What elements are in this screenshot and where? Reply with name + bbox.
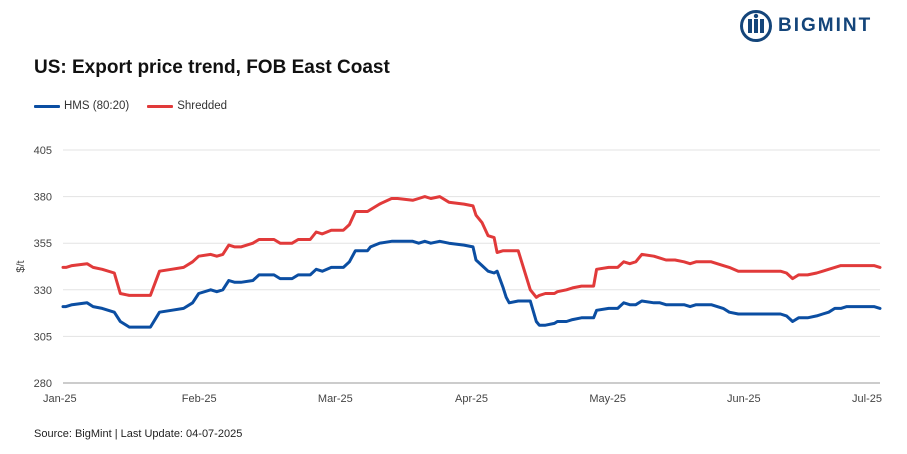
legend-item-shredded: Shredded — [147, 100, 227, 112]
x-tick-label: May-25 — [589, 393, 626, 405]
x-tick-label: Mar-25 — [318, 393, 353, 405]
legend-label-hms: HMS (80:20) — [64, 100, 130, 112]
y-tick-label: 305 — [34, 331, 52, 343]
legend-swatch-shredded — [147, 104, 174, 108]
series-line-hms — [61, 239, 882, 329]
chart-legend: HMS (80:20) Shredded — [34, 100, 245, 112]
x-tick-label: Jul-25 — [852, 393, 882, 405]
legend-swatch-hms — [34, 104, 60, 108]
y-tick-label: 355 — [34, 238, 52, 250]
y-tick-label: 330 — [34, 285, 52, 297]
legend-item-hms: HMS (80:20) — [34, 100, 129, 112]
brand-name: BIGMINT — [778, 15, 873, 36]
x-tick-label: Apr-25 — [455, 393, 488, 405]
bigmint-logo-icon — [740, 10, 772, 42]
y-tick-label: 380 — [34, 192, 52, 204]
legend-label-shredded: Shredded — [177, 100, 228, 112]
chart-title: US: Export price trend, FOB East Coast — [34, 57, 390, 78]
series-line-shredded — [61, 195, 882, 299]
x-tick-label: Feb-25 — [182, 393, 217, 405]
x-tick-label: Jun-25 — [727, 393, 761, 405]
brand-logo: BIGMINT — [740, 10, 872, 42]
y-axis-label: $/t — [15, 260, 27, 272]
y-tick-label: 405 — [34, 145, 52, 157]
source-note: Source: BigMint | Last Update: 04-07-202… — [34, 428, 243, 440]
x-tick-label: Jan-25 — [43, 393, 77, 405]
y-tick-label: 280 — [34, 378, 52, 390]
